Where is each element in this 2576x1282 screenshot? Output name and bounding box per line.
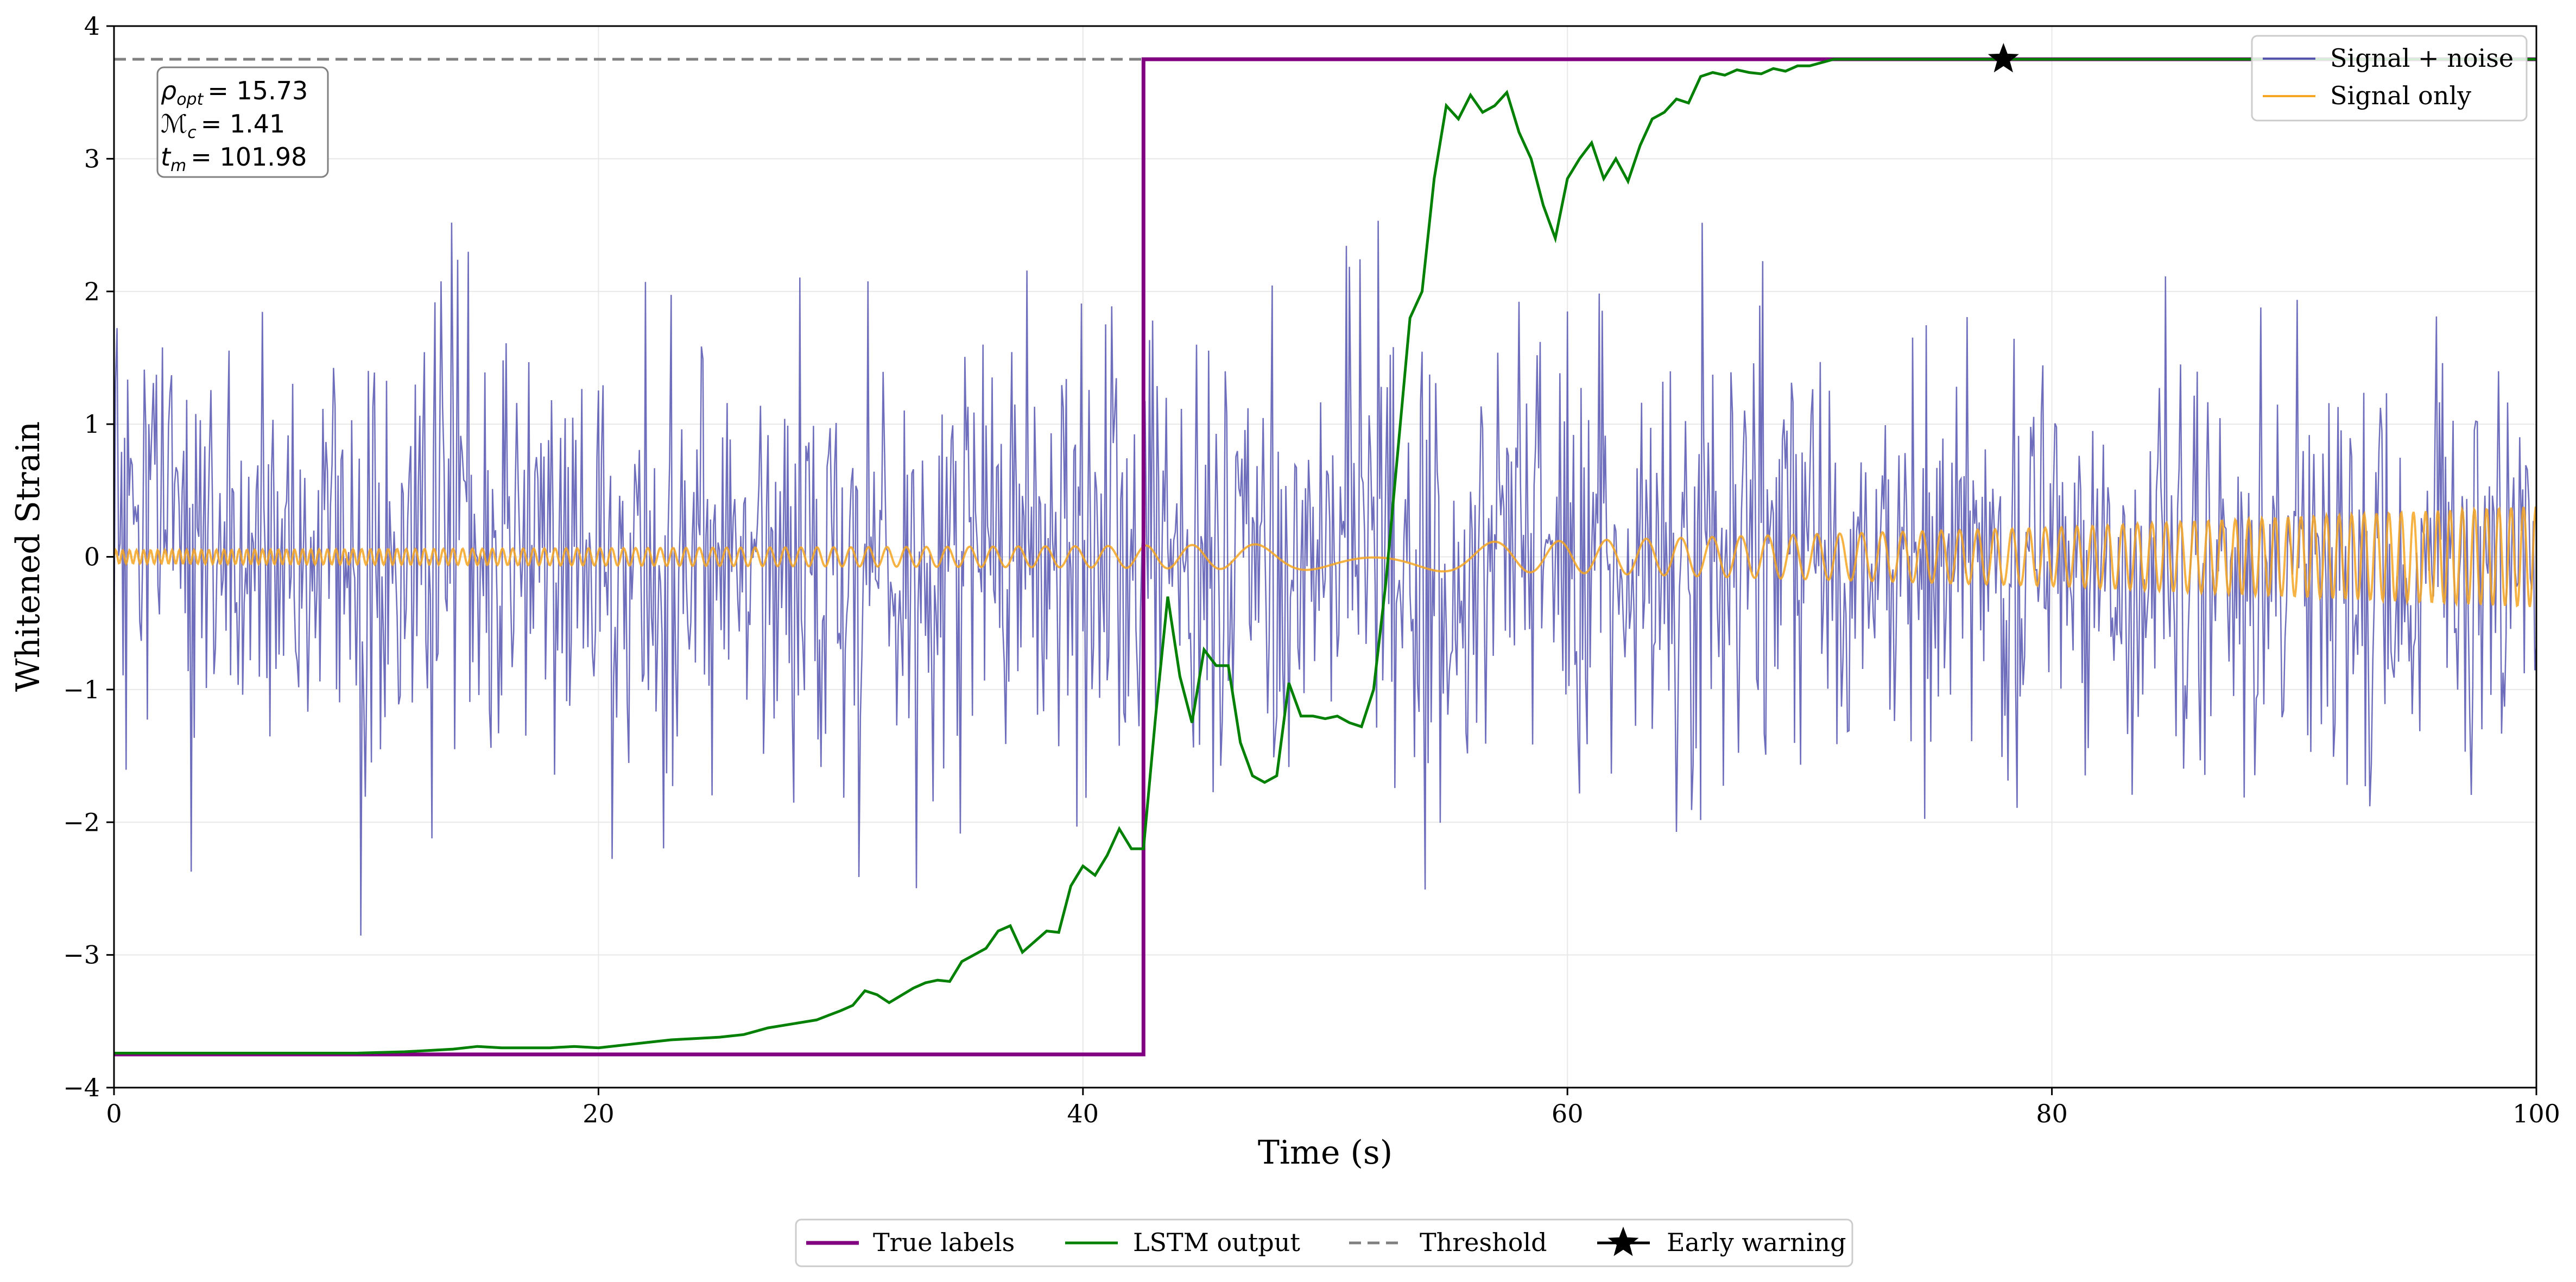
x-tick-label: 100 xyxy=(2512,1099,2560,1128)
legend-swatch-early-warning-star xyxy=(1607,1227,1639,1256)
x-tick-label: 40 xyxy=(1067,1099,1099,1128)
x-axis-ticks: 0 20 40 60 80 100 xyxy=(106,1088,2560,1128)
legend-top-right: Signal + noise Signal only xyxy=(2251,35,2528,122)
early-warning-star-marker xyxy=(1988,43,2019,73)
x-tick-label: 0 xyxy=(106,1099,122,1128)
y-tick-label: 2 xyxy=(84,277,100,306)
legend-bottom-frame xyxy=(795,1218,1853,1267)
legend-bottom: True labels LSTM output Threshold Early … xyxy=(795,1218,1853,1267)
legend-label-signal-plus-noise: Signal + noise xyxy=(2330,43,2514,73)
legend-top-frame xyxy=(2251,35,2528,122)
series-signal-plus-noise xyxy=(114,220,2536,936)
legend-label-early-warning: Early warning xyxy=(1667,1228,1846,1257)
chirp-mass-annotation: ℳc = 1.41 xyxy=(161,109,285,142)
parameter-annotation-box: ρopt = 15.73 ℳc = 1.41 tm = 101.98 xyxy=(156,66,329,178)
merger-time-annotation: tm = 101.98 xyxy=(161,142,307,175)
y-axis-ticks: −4 −3 −2 −1 0 1 2 3 4 xyxy=(63,11,114,1102)
y-tick-label: 4 xyxy=(84,11,100,41)
annotation-box-frame xyxy=(156,66,329,178)
y-tick-label: 0 xyxy=(84,542,100,572)
x-axis-label: Time (s) xyxy=(1258,1134,1393,1172)
legend-label-threshold: Threshold xyxy=(1420,1228,1547,1257)
legend-label-lstm-output: LSTM output xyxy=(1133,1228,1300,1257)
x-tick-label: 60 xyxy=(1552,1099,1584,1128)
legend-label-signal-only: Signal only xyxy=(2330,81,2471,110)
y-axis-label: Whitened Strain xyxy=(9,421,47,692)
y-tick-label: −1 xyxy=(63,675,100,704)
x-tick-label: 80 xyxy=(2036,1099,2068,1128)
series-signal-only xyxy=(114,506,2536,608)
x-tick-label: 20 xyxy=(583,1099,615,1128)
rho-opt-annotation: ρopt = 15.73 xyxy=(161,76,308,109)
y-tick-label: −2 xyxy=(63,807,100,837)
legend-label-true-labels: True labels xyxy=(873,1228,1015,1257)
y-tick-label: −3 xyxy=(63,940,100,970)
series-layer xyxy=(114,43,2536,1057)
y-tick-label: 3 xyxy=(84,144,100,173)
y-tick-label: −4 xyxy=(63,1073,100,1102)
series-lstm-output xyxy=(114,58,2536,1054)
y-tick-label: 1 xyxy=(84,409,100,439)
